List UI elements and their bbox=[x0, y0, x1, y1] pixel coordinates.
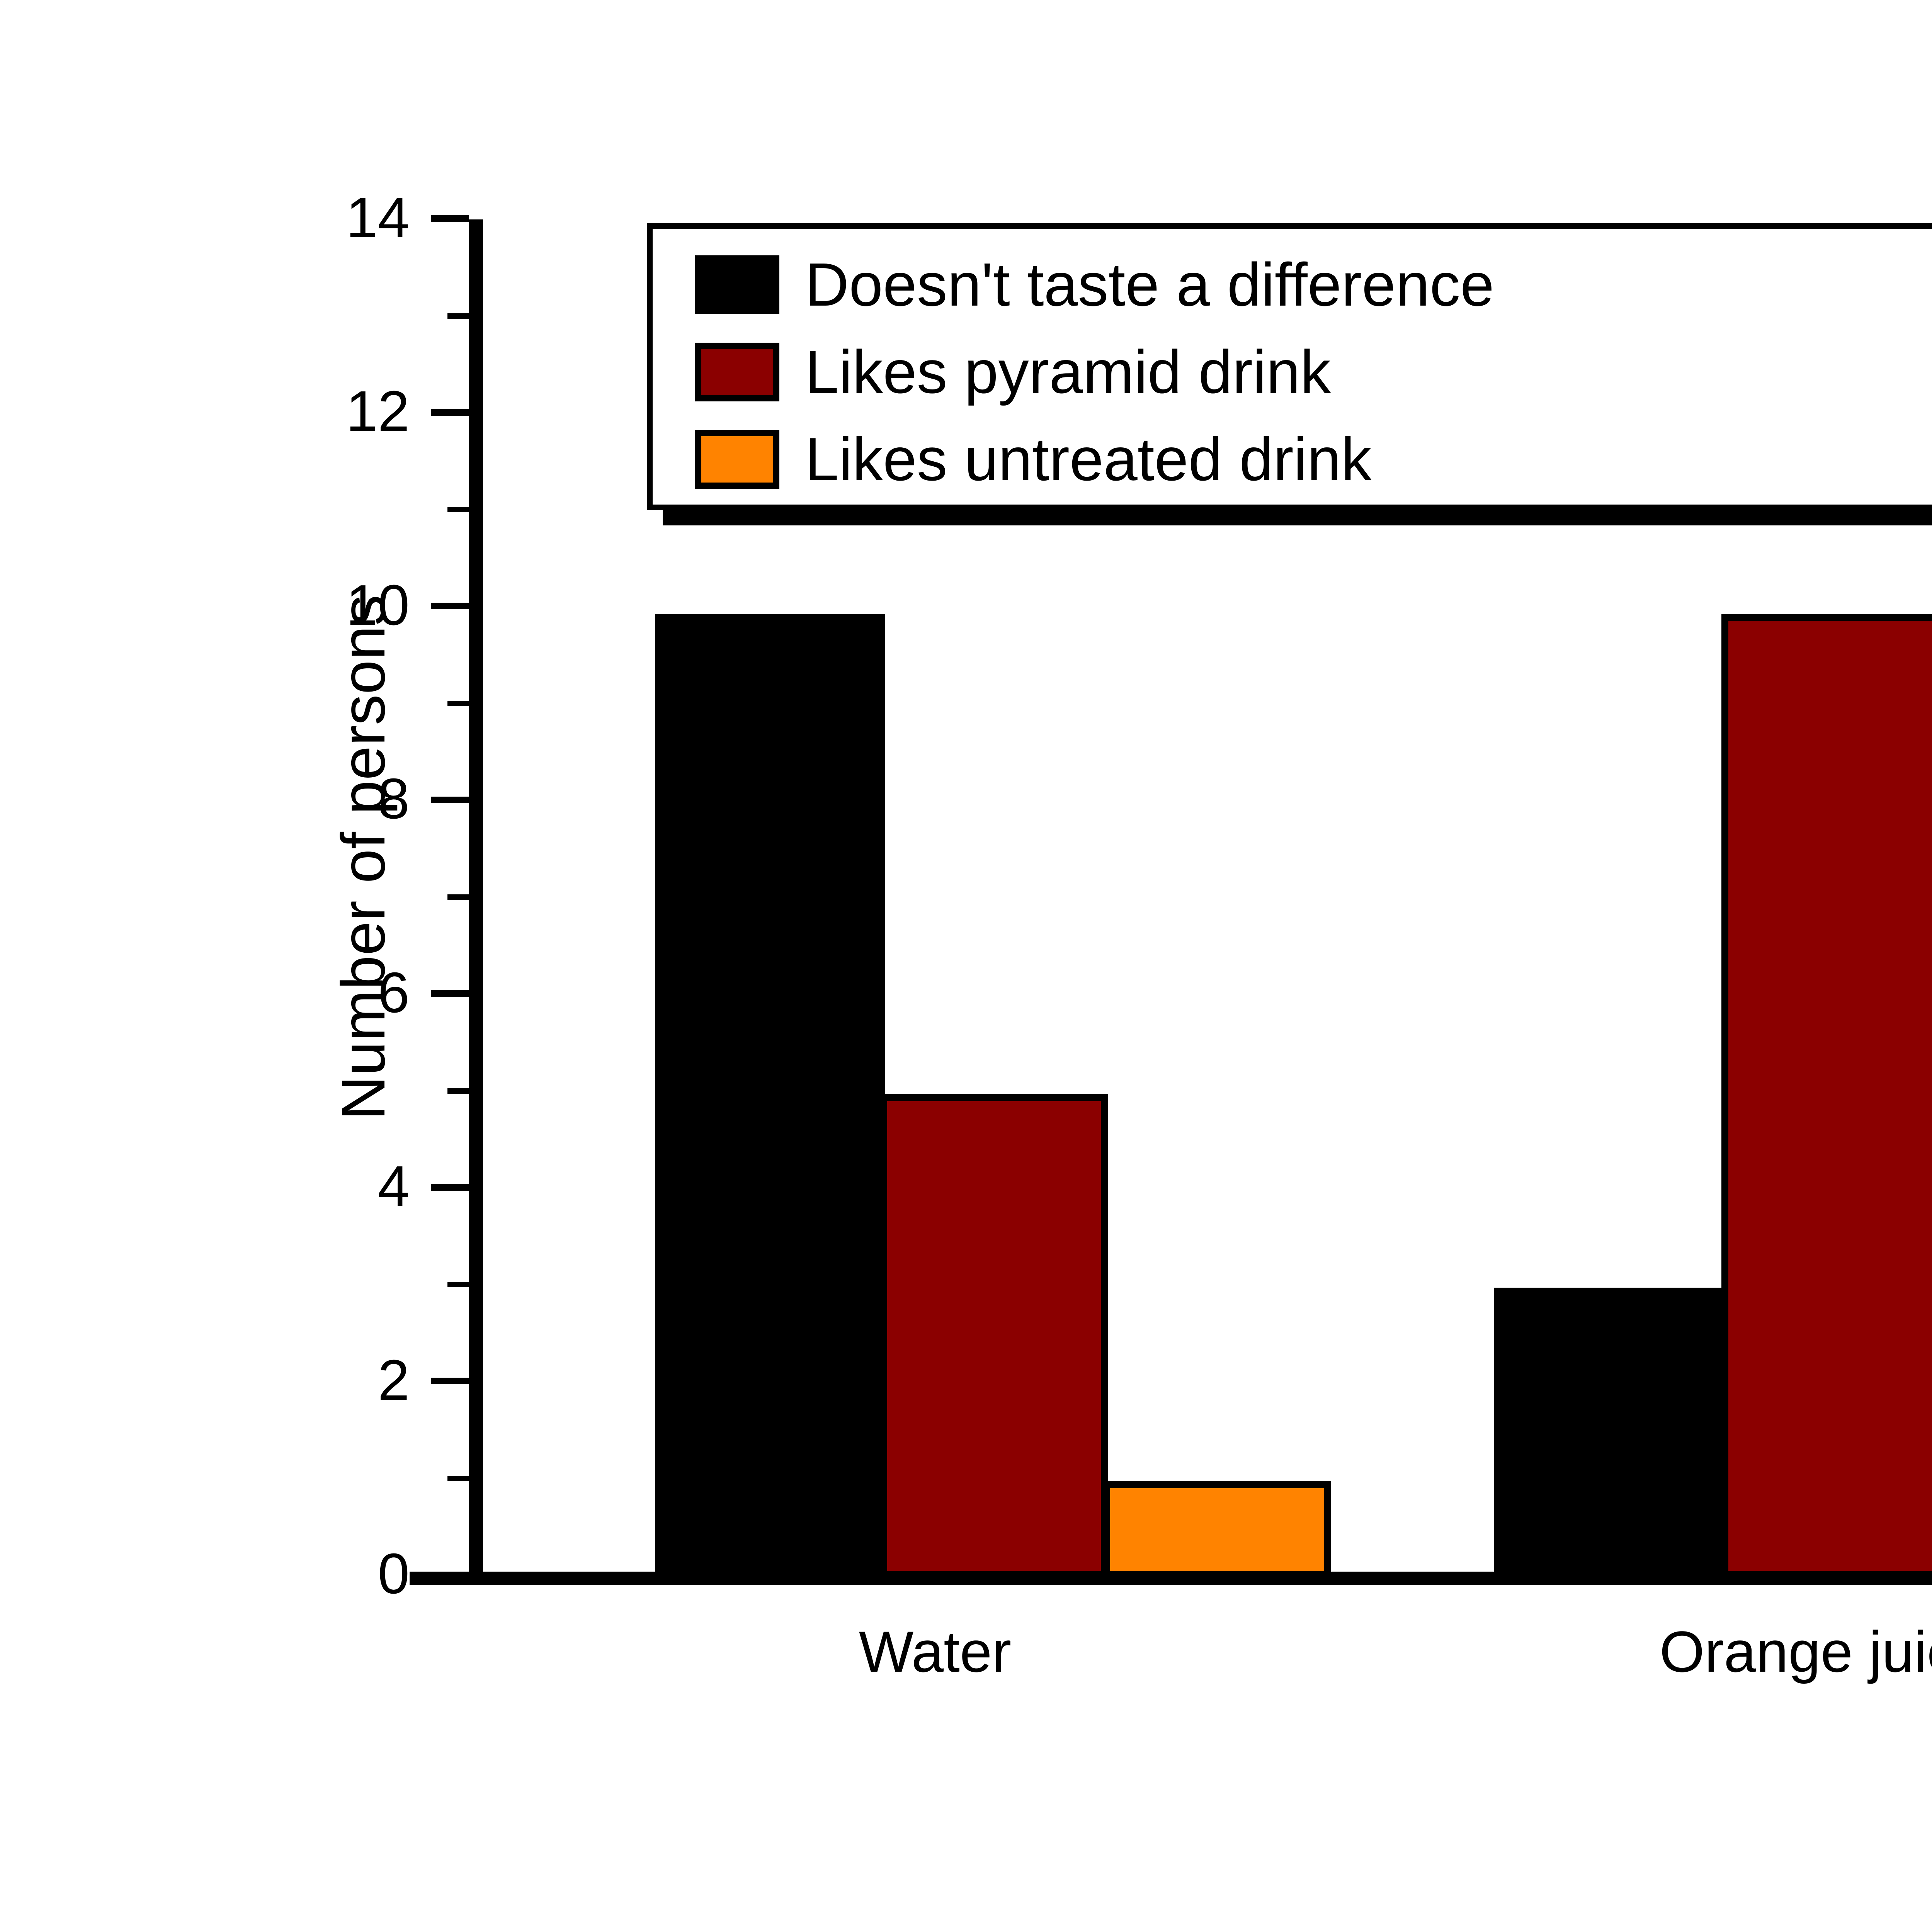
legend-label-likes-pyramid-drink: Likes pyramid drink bbox=[805, 338, 1331, 406]
y-tick-label-12: 12 bbox=[346, 379, 410, 443]
legend-label-likes-untreated-drink: Likes untreated drink bbox=[805, 425, 1372, 493]
y-tick-major-2 bbox=[431, 1378, 469, 1384]
x-tick-label-orange-juice: Orange juice bbox=[1659, 1619, 1932, 1684]
y-axis-spine bbox=[469, 219, 483, 1581]
y-tick-major-4 bbox=[431, 1184, 469, 1191]
y-tick-minor-3 bbox=[447, 1282, 469, 1287]
y-tick-minor-13 bbox=[447, 313, 469, 319]
legend-item-doesnt-taste-a-difference[interactable]: Doesn't taste a difference bbox=[695, 252, 1494, 318]
y-tick-label-8: 8 bbox=[378, 767, 410, 831]
y-tick-minor-9 bbox=[447, 701, 469, 706]
y-tick-label-0: 0 bbox=[378, 1542, 410, 1606]
legend-label-doesnt-taste-a-difference: Doesn't taste a difference bbox=[805, 251, 1494, 319]
legend: Doesn't taste a difference Likes pyramid… bbox=[647, 223, 1932, 510]
legend-swatch-likes-pyramid-drink bbox=[695, 343, 779, 401]
bar-water-likes-pyramid-drink bbox=[880, 1094, 1108, 1578]
x-axis-spine bbox=[410, 1572, 1932, 1585]
y-tick-label-6: 6 bbox=[378, 961, 410, 1025]
y-tick-minor-1 bbox=[447, 1476, 469, 1481]
legend-item-likes-pyramid-drink[interactable]: Likes pyramid drink bbox=[695, 339, 1331, 405]
y-tick-major-14 bbox=[431, 215, 469, 222]
y-tick-major-6 bbox=[431, 990, 469, 997]
y-tick-minor-5 bbox=[447, 1088, 469, 1094]
y-tick-major-12 bbox=[431, 409, 469, 416]
y-tick-label-4: 4 bbox=[378, 1154, 410, 1218]
y-tick-label-2: 2 bbox=[378, 1348, 410, 1412]
legend-item-likes-untreated-drink[interactable]: Likes untreated drink bbox=[695, 427, 1372, 492]
legend-swatch-doesnt-taste-a-difference bbox=[695, 255, 779, 314]
bar-water-likes-untreated-drink bbox=[1103, 1481, 1331, 1578]
y-tick-label-14: 14 bbox=[346, 186, 410, 250]
bar-water-doesnt-taste-a-difference bbox=[655, 614, 885, 1578]
y-tick-major-8 bbox=[431, 797, 469, 803]
legend-swatch-likes-untreated-drink bbox=[695, 430, 779, 489]
bar-orange-juice-doesnt-taste-a-difference bbox=[1494, 1288, 1724, 1578]
y-axis-title: Number of persons bbox=[328, 595, 398, 1120]
x-tick-label-water: Water bbox=[859, 1619, 1012, 1684]
y-tick-minor-7 bbox=[447, 894, 469, 900]
bar-orange-juice-likes-pyramid-drink bbox=[1721, 614, 1932, 1578]
y-tick-label-10: 10 bbox=[346, 573, 410, 637]
y-tick-minor-11 bbox=[447, 507, 469, 512]
y-tick-major-0 bbox=[431, 1572, 469, 1578]
y-tick-major-10 bbox=[431, 603, 469, 609]
